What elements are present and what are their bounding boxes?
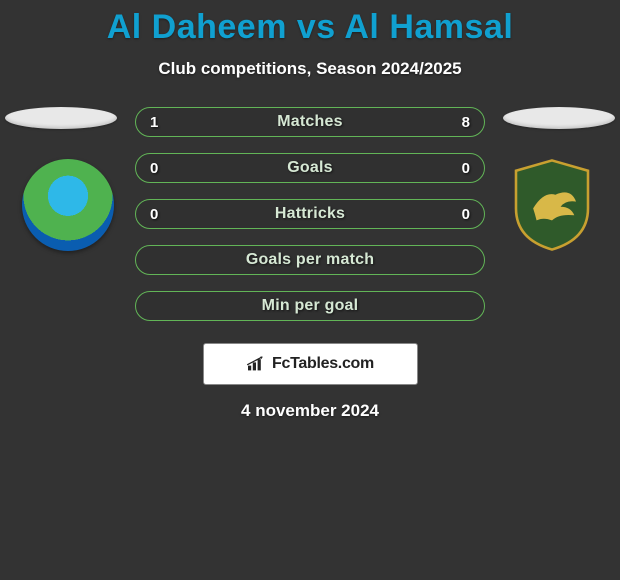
stat-row-min-per-goal: Min per goal <box>135 291 485 321</box>
team-left-badge <box>22 159 114 251</box>
stat-label: Hattricks <box>275 205 345 223</box>
stat-label: Goals <box>287 159 332 177</box>
date-label: 4 november 2024 <box>0 401 620 421</box>
bar-chart-icon <box>246 356 266 372</box>
subtitle: Club competitions, Season 2024/2025 <box>0 59 620 79</box>
stat-label: Min per goal <box>262 297 359 315</box>
source-label: FcTables.com <box>272 355 374 373</box>
stat-row-hattricks: 0 Hattricks 0 <box>135 199 485 229</box>
stat-row-goals: 0 Goals 0 <box>135 153 485 183</box>
shield-icon <box>509 157 595 253</box>
stat-right-value: 8 <box>462 114 470 131</box>
stat-left-value: 0 <box>150 160 158 177</box>
comparison-area: 1 Matches 8 0 Goals 0 0 Hattricks 0 Goal… <box>0 107 620 421</box>
stat-right-value: 0 <box>462 206 470 223</box>
team-right-platform <box>503 107 615 129</box>
source-box: FcTables.com <box>203 343 418 385</box>
page-title: Al Daheem vs Al Hamsal <box>0 0 620 47</box>
stat-row-goals-per-match: Goals per match <box>135 245 485 275</box>
team-left-platform <box>5 107 117 129</box>
stats-rows: 1 Matches 8 0 Goals 0 0 Hattricks 0 Goal… <box>135 107 485 321</box>
stat-row-matches: 1 Matches 8 <box>135 107 485 137</box>
team-right-badge <box>506 159 598 251</box>
stat-label: Matches <box>277 113 342 131</box>
stat-left-value: 0 <box>150 206 158 223</box>
stat-label: Goals per match <box>246 251 374 269</box>
stat-left-value: 1 <box>150 114 158 131</box>
stat-right-value: 0 <box>462 160 470 177</box>
